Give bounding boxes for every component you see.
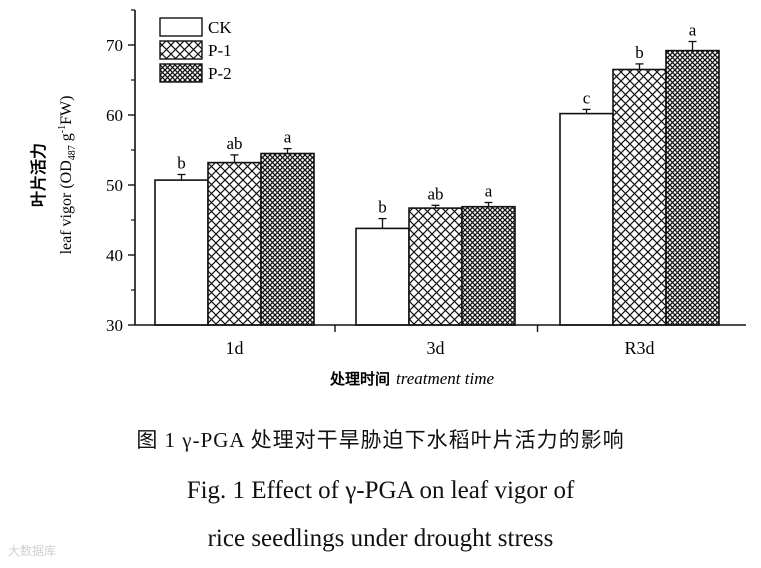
x-tick-label: R3d [624,338,654,358]
y-axis-label-cn: 叶片活力 [29,143,48,207]
significance-letter: ab [427,184,443,203]
legend-label-ck: CK [208,18,232,37]
significance-letter: b [177,154,186,173]
axis-labels: 叶片活力 leaf vigor (OD487 g-1FW) 处理时间 treatm… [29,96,494,388]
bar-p-2-1d [260,152,315,326]
y-tick-label: 70 [106,36,123,55]
figure-caption-en-line1: Fig. 1 Effect of γ-PGA on leaf vigor of [186,477,575,504]
figure-caption-en-line2: rice seedlings under drought stress [207,525,554,552]
bar-ck-r3d [559,112,614,326]
legend-label-p-1: P-1 [208,41,232,60]
bar-p-2-r3d [665,49,720,326]
legend-label-p-2: P-2 [208,64,232,83]
axes: 30 40 50 60 70 1d 3d R3d [106,9,746,358]
significance-letter: a [284,128,292,147]
legend-swatch-p-2 [159,63,203,83]
y-tick-label: 50 [106,176,123,195]
bar-ck-1d [154,179,209,326]
significance-letter: c [583,88,591,107]
significance-letter: b [378,198,387,217]
bar-p-1-3d [408,207,463,326]
watermark: 大数据库 [8,544,57,558]
bar-ck-3d [355,227,410,326]
y-axis-label-sub: 487 [67,145,78,160]
y-tick-label: 60 [106,106,123,125]
x-tick-label: 3d [427,338,445,358]
significance-letter: ab [226,134,242,153]
y-axis-label-en-main: leaf vigor (OD [58,160,75,254]
significance-letter: a [689,21,697,40]
y-axis-label-en: leaf vigor (OD487 g-1FW) [57,96,78,255]
x-axis-label-en: treatment time [396,369,494,388]
y-tick-label: 40 [106,246,123,265]
bar-p-1-r3d [612,68,667,326]
y-axis-label-sup: -1 [57,125,68,133]
x-axis-label: 处理时间 treatment time [329,369,495,388]
x-axis-label-cn: 处理时间 [329,370,390,388]
y-axis-label-unit: g [58,133,75,145]
legend-swatch-p-1 [159,40,203,60]
legend: CK P-1 P-2 [159,17,232,83]
significance-letter: b [635,43,644,62]
bar-p-2-3d [461,205,516,326]
y-axis-label-tail: FW) [58,96,75,125]
x-tick-label: 1d [226,338,244,358]
bar-p-1-1d [207,161,262,326]
y-tick-label: 30 [106,316,123,335]
figure-caption-cn: 图 1 γ-PGA 处理对干旱胁迫下水稻叶片活力的影响 [136,428,625,452]
legend-swatch-ck [159,17,203,37]
significance-letter: a [485,182,493,201]
